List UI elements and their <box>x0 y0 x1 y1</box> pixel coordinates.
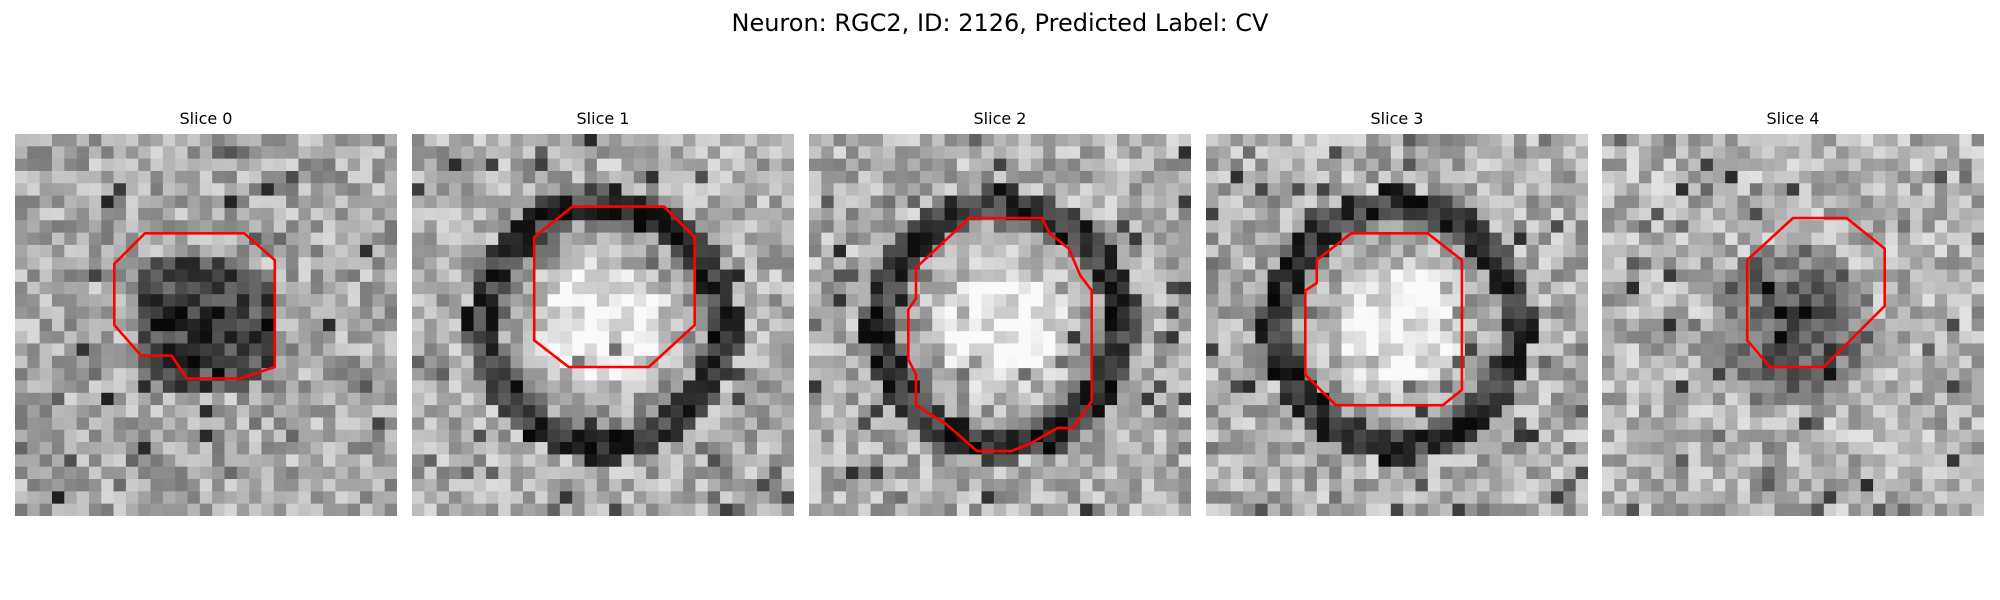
slice-image <box>1206 134 1588 516</box>
cell-contour <box>532 205 697 369</box>
pixel-grid <box>1206 134 1588 516</box>
figure-title: Neuron: RGC2, ID: 2126, Predicted Label:… <box>731 9 1269 37</box>
slice-image <box>1602 134 1984 516</box>
slice-image <box>412 134 794 516</box>
cell-contour <box>907 216 1094 453</box>
slice-panel-3: Slice 3 <box>1206 108 1588 516</box>
slice-panel-0: Slice 0 <box>15 108 397 516</box>
slice-title: Slice 4 <box>1766 109 1820 128</box>
cell-contour <box>1304 232 1464 407</box>
pixel-grid <box>1602 134 1984 516</box>
slice-panel-4: Slice 4 <box>1602 108 1984 516</box>
pixel-grid <box>15 134 397 516</box>
slice-panel-2: Slice 2 <box>809 108 1191 516</box>
cell-contour <box>1745 216 1887 369</box>
slice-image <box>15 134 397 516</box>
slice-image <box>809 134 1191 516</box>
slice-title: Slice 1 <box>576 109 630 128</box>
slice-title: Slice 2 <box>973 109 1027 128</box>
slice-panel-1: Slice 1 <box>412 108 794 516</box>
slice-title: Slice 3 <box>1370 109 1424 128</box>
pixel-grid <box>412 134 794 516</box>
pixel-grid <box>809 134 1191 516</box>
cell-contour <box>113 232 277 380</box>
slice-title: Slice 0 <box>179 109 233 128</box>
